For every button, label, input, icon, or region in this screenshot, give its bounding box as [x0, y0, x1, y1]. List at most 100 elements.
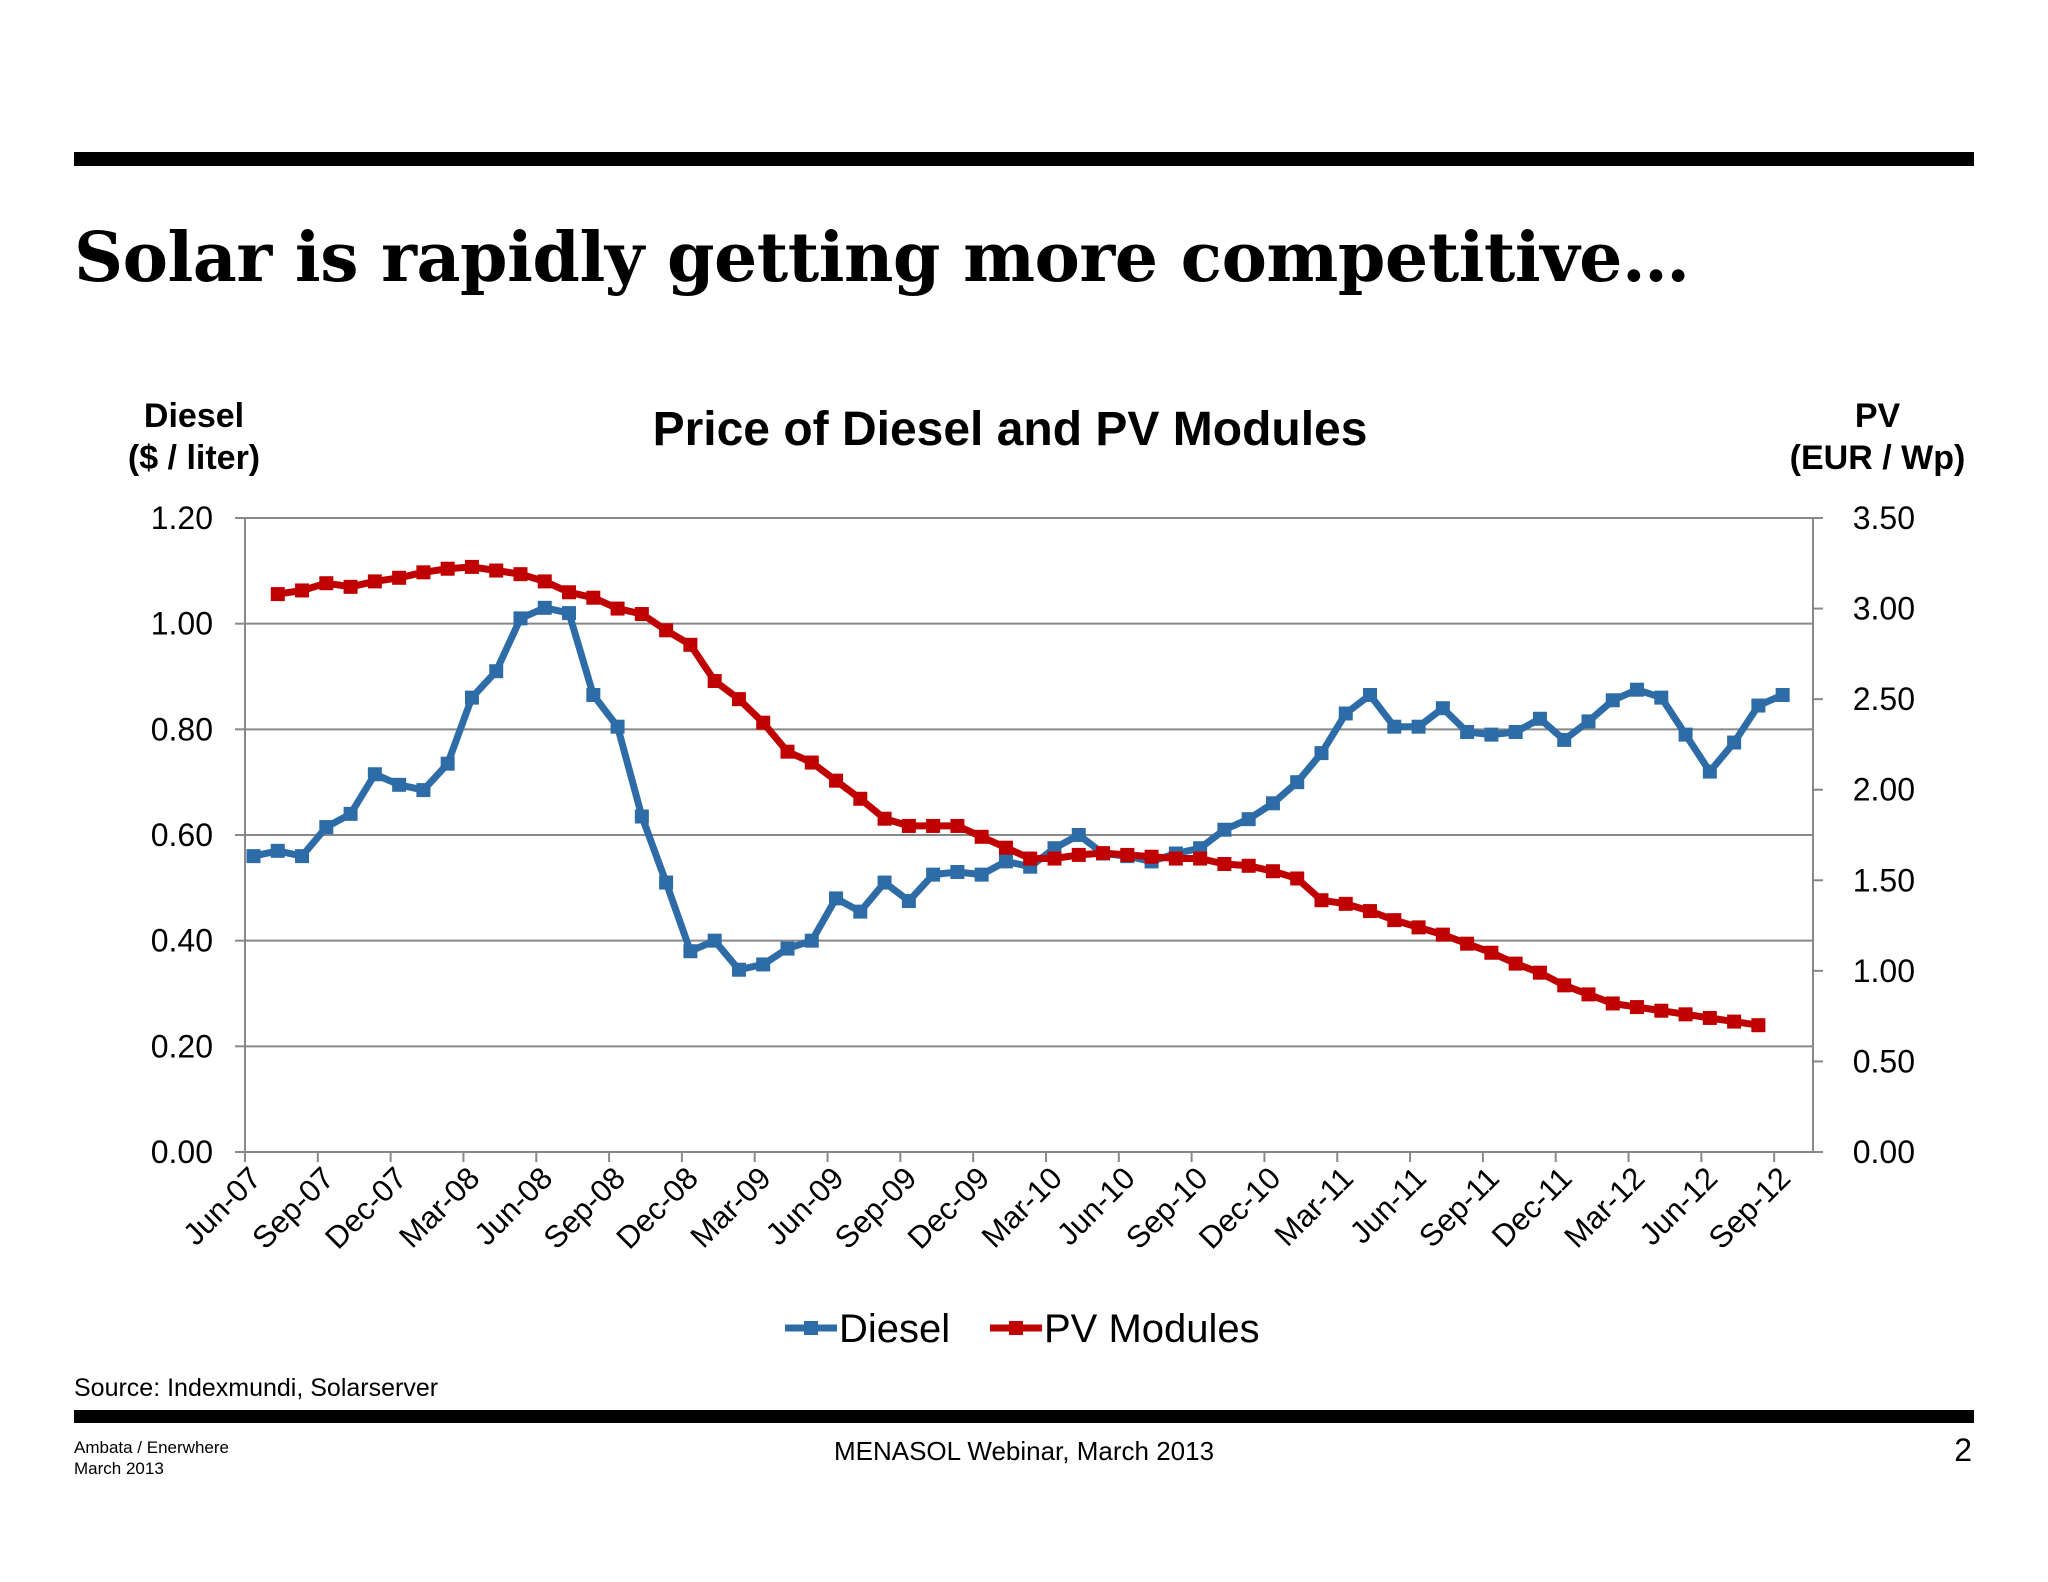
diesel-data-point	[1605, 693, 1620, 708]
right-axis-tick-label: 2.50	[1853, 681, 1915, 717]
right-axis-tick-label: 0.00	[1853, 1134, 1915, 1170]
right-axis-tick-label: 3.00	[1853, 591, 1915, 627]
pv-modules-data-point	[1557, 978, 1572, 993]
legend-diesel-marker	[804, 1321, 818, 1335]
diesel-data-point	[998, 854, 1013, 869]
legend-pv-modules-marker	[1009, 1321, 1023, 1335]
left-axis-tick-label: 0.40	[151, 923, 213, 959]
pv-modules-data-point	[1654, 1003, 1669, 1018]
diesel-data-point	[1217, 822, 1232, 837]
pv-modules-data-point	[1144, 849, 1159, 864]
chart: Price of Diesel and PV Modules 0.00 0.20 0.…	[151, 403, 1915, 1351]
diesel-data-point	[926, 867, 941, 882]
diesel-data-point	[731, 962, 746, 977]
diesel-data-point	[295, 849, 310, 864]
pv-modules-data-point	[974, 829, 989, 844]
pv-modules-data-point	[926, 818, 941, 833]
pv-modules-data-point	[295, 583, 310, 598]
diesel-data-point	[1484, 727, 1499, 742]
right-axis-title-line-2: (EUR / Wp)	[1789, 439, 1966, 477]
pv-modules-series-line	[277, 563, 1759, 1029]
pv-modules-data-point	[1387, 913, 1402, 928]
pv-modules-data-point	[319, 576, 334, 591]
x-axis-tick-label: Sep-12	[1702, 1160, 1797, 1255]
diesel-data-point	[1508, 724, 1523, 739]
left-axis-tick-label: 1.00	[151, 606, 213, 642]
diesel-data-point	[1702, 764, 1717, 779]
pv-modules-data-point	[513, 567, 528, 582]
pv-modules-data-point	[1265, 864, 1280, 879]
pv-modules-data-point	[780, 744, 795, 759]
diesel-data-point	[319, 820, 334, 835]
x-axis-tick-label: Mar-12	[1557, 1160, 1651, 1254]
x-axis-tick-label: Mar-09	[683, 1160, 777, 1254]
pv-modules-data-point	[659, 623, 674, 638]
right-axis-title: PV (EUR / Wp)	[1770, 395, 1985, 479]
top-rule	[74, 152, 1974, 166]
diesel-data-point	[246, 849, 261, 864]
left-axis-title-line-2: ($ / liter)	[127, 439, 261, 477]
right-axis-tick-label: 3.50	[1853, 500, 1915, 536]
pv-modules-data-point	[1120, 847, 1135, 862]
pv-modules-data-point	[610, 601, 625, 616]
right-axis-tick-label: 2.00	[1853, 772, 1915, 808]
pv-modules-data-point	[1193, 851, 1208, 866]
x-axis-tick-label: Mar-08	[392, 1160, 486, 1254]
page-number: 2	[1954, 1432, 1972, 1468]
pv-modules-data-point	[270, 587, 285, 602]
slide-title: Solar is rapidly getting more competitiv…	[74, 218, 1690, 298]
pv-modules-data-point	[1217, 856, 1232, 871]
diesel-data-point	[343, 806, 358, 821]
pv-modules-data-point	[1678, 1007, 1693, 1022]
pv-modules-data-point	[683, 637, 698, 652]
diesel-data-point	[416, 783, 431, 798]
x-axis-tick-label: Dec-09	[901, 1160, 996, 1255]
pv-modules-data-point	[367, 574, 382, 589]
diesel-data-point	[367, 767, 382, 782]
x-axis-tick-label: Sep-07	[245, 1160, 340, 1255]
pv-modules-data-point	[1023, 851, 1038, 866]
x-axis-tick-label: Sep-10	[1119, 1160, 1214, 1255]
diesel-data-point	[1071, 828, 1086, 842]
pv-modules-data-point	[489, 563, 504, 578]
diesel-data-point	[610, 719, 625, 734]
left-axis-tick-label: 0.60	[151, 817, 213, 853]
x-axis-tick-label: Dec-08	[609, 1160, 704, 1255]
pv-modules-data-point	[634, 607, 649, 622]
pv-modules-data-point	[1363, 904, 1378, 919]
diesel-data-point	[1727, 735, 1742, 750]
right-axis-title-line-1: PV	[1854, 397, 1901, 435]
diesel-data-point	[1581, 714, 1596, 729]
left-axis-title: Diesel ($ / liter)	[114, 395, 274, 479]
pv-modules-data-point	[562, 585, 577, 600]
diesel-data-point	[1338, 706, 1353, 721]
pv-modules-data-point	[901, 818, 916, 833]
pv-modules-data-point	[1460, 936, 1475, 951]
legend-pv-modules-label: PV Modules	[1044, 1307, 1260, 1351]
legend-diesel-label: Diesel	[839, 1307, 950, 1351]
diesel-data-point	[1532, 711, 1547, 726]
diesel-data-point	[586, 687, 601, 702]
pv-modules-data-point	[1532, 965, 1547, 980]
pv-modules-data-point	[1047, 851, 1062, 866]
diesel-data-point	[537, 600, 552, 615]
diesel-data-point	[1557, 732, 1572, 747]
diesel-data-point	[1751, 698, 1766, 713]
left-axis-title-line-1: Diesel	[143, 397, 245, 435]
pv-modules-data-point	[998, 840, 1013, 855]
bottom-rule	[74, 1410, 1974, 1423]
pv-modules-data-point	[1314, 893, 1329, 908]
diesel-data-point	[489, 664, 504, 679]
diesel-data-point	[707, 933, 722, 948]
x-axis-tick-label: Dec-10	[1192, 1160, 1287, 1255]
pv-modules-data-point	[416, 565, 431, 580]
pv-modules-data-point	[1605, 996, 1620, 1011]
chart-title: Price of Diesel and PV Modules	[653, 403, 1368, 456]
diesel-data-point	[440, 756, 455, 771]
x-axis-tick-label: Sep-11	[1412, 1160, 1506, 1254]
footer-event: MENASOL Webinar, March 2013	[833, 1436, 1215, 1466]
pv-modules-data-point	[1751, 1018, 1766, 1033]
diesel-data-point	[1630, 682, 1645, 697]
diesel-data-point	[756, 957, 771, 972]
diesel-data-point	[853, 904, 868, 919]
